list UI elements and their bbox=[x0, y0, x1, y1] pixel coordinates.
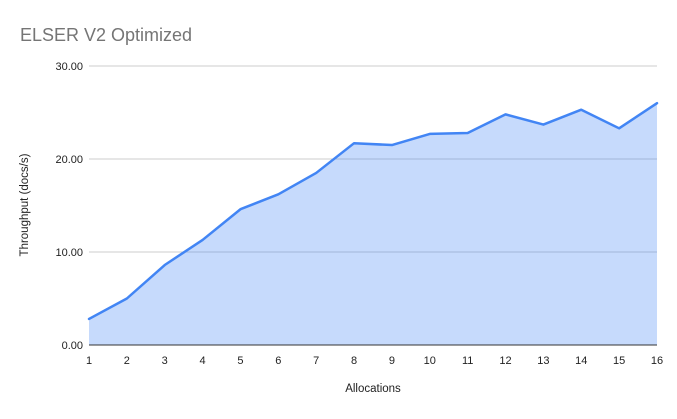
chart-title: ELSER V2 Optimized bbox=[20, 25, 193, 45]
x-tick-label: 4 bbox=[200, 355, 206, 367]
x-tick-label: 3 bbox=[162, 355, 168, 367]
series-line bbox=[87, 101, 659, 321]
y-tick-label: 0.00 bbox=[62, 340, 83, 352]
y-tick-label: 30.00 bbox=[55, 61, 83, 73]
x-tick-label: 14 bbox=[575, 355, 587, 367]
y-tick-label: 10.00 bbox=[55, 247, 83, 259]
y-tick-label: 20.00 bbox=[55, 154, 83, 166]
x-tick-label: 6 bbox=[275, 355, 281, 367]
x-tick-label: 12 bbox=[499, 355, 511, 367]
series-area bbox=[89, 103, 657, 345]
x-tick-label: 16 bbox=[651, 355, 663, 367]
x-tick-label: 5 bbox=[237, 355, 243, 367]
x-tick-label: 7 bbox=[313, 355, 319, 367]
y-tick-labels: 0.00 10.00 20.00 30.00 bbox=[55, 61, 83, 352]
x-tick-label: 13 bbox=[537, 355, 549, 367]
x-tick-labels: 1 2 3 4 5 6 7 8 9 10 11 12 13 14 15 16 bbox=[86, 355, 663, 367]
x-tick-label: 11 bbox=[462, 355, 473, 367]
x-tick-label: 8 bbox=[351, 355, 357, 367]
x-tick-label: 15 bbox=[613, 355, 625, 367]
x-tick-label: 10 bbox=[424, 355, 436, 367]
x-axis-title: Allocations bbox=[345, 383, 401, 395]
x-tick-label: 9 bbox=[389, 355, 395, 367]
y-axis-title: Throughput (docs/s) bbox=[19, 153, 31, 257]
x-tick-label: 2 bbox=[124, 355, 130, 367]
x-tick-label: 1 bbox=[86, 355, 92, 367]
